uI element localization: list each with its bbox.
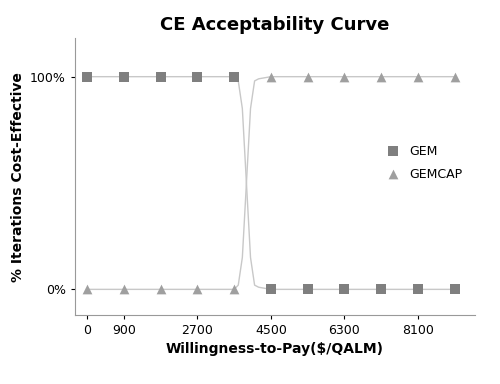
GEM [450, 286, 458, 293]
GEMCAP [450, 74, 458, 80]
GEMCAP [267, 74, 275, 80]
GEM [340, 286, 348, 293]
GEMCAP [340, 74, 348, 80]
GEM [120, 74, 128, 80]
X-axis label: Willingness-to-Pay($/QALM): Willingness-to-Pay($/QALM) [166, 343, 384, 356]
GEMCAP [304, 74, 312, 80]
GEM [267, 286, 275, 293]
GEMCAP [194, 286, 202, 293]
GEM [304, 286, 312, 293]
GEM [83, 74, 91, 80]
GEM [414, 286, 422, 293]
Title: CE Acceptability Curve: CE Acceptability Curve [160, 16, 390, 34]
GEM [377, 286, 385, 293]
GEMCAP [230, 286, 238, 293]
Legend: GEM, GEMCAP: GEM, GEMCAP [380, 139, 469, 187]
GEM [156, 74, 164, 80]
GEM [194, 74, 202, 80]
GEMCAP [377, 74, 385, 80]
GEMCAP [414, 74, 422, 80]
GEMCAP [156, 286, 164, 293]
Y-axis label: % Iterations Cost-Effective: % Iterations Cost-Effective [10, 72, 24, 281]
GEMCAP [83, 286, 91, 293]
GEM [230, 74, 238, 80]
GEMCAP [120, 286, 128, 293]
